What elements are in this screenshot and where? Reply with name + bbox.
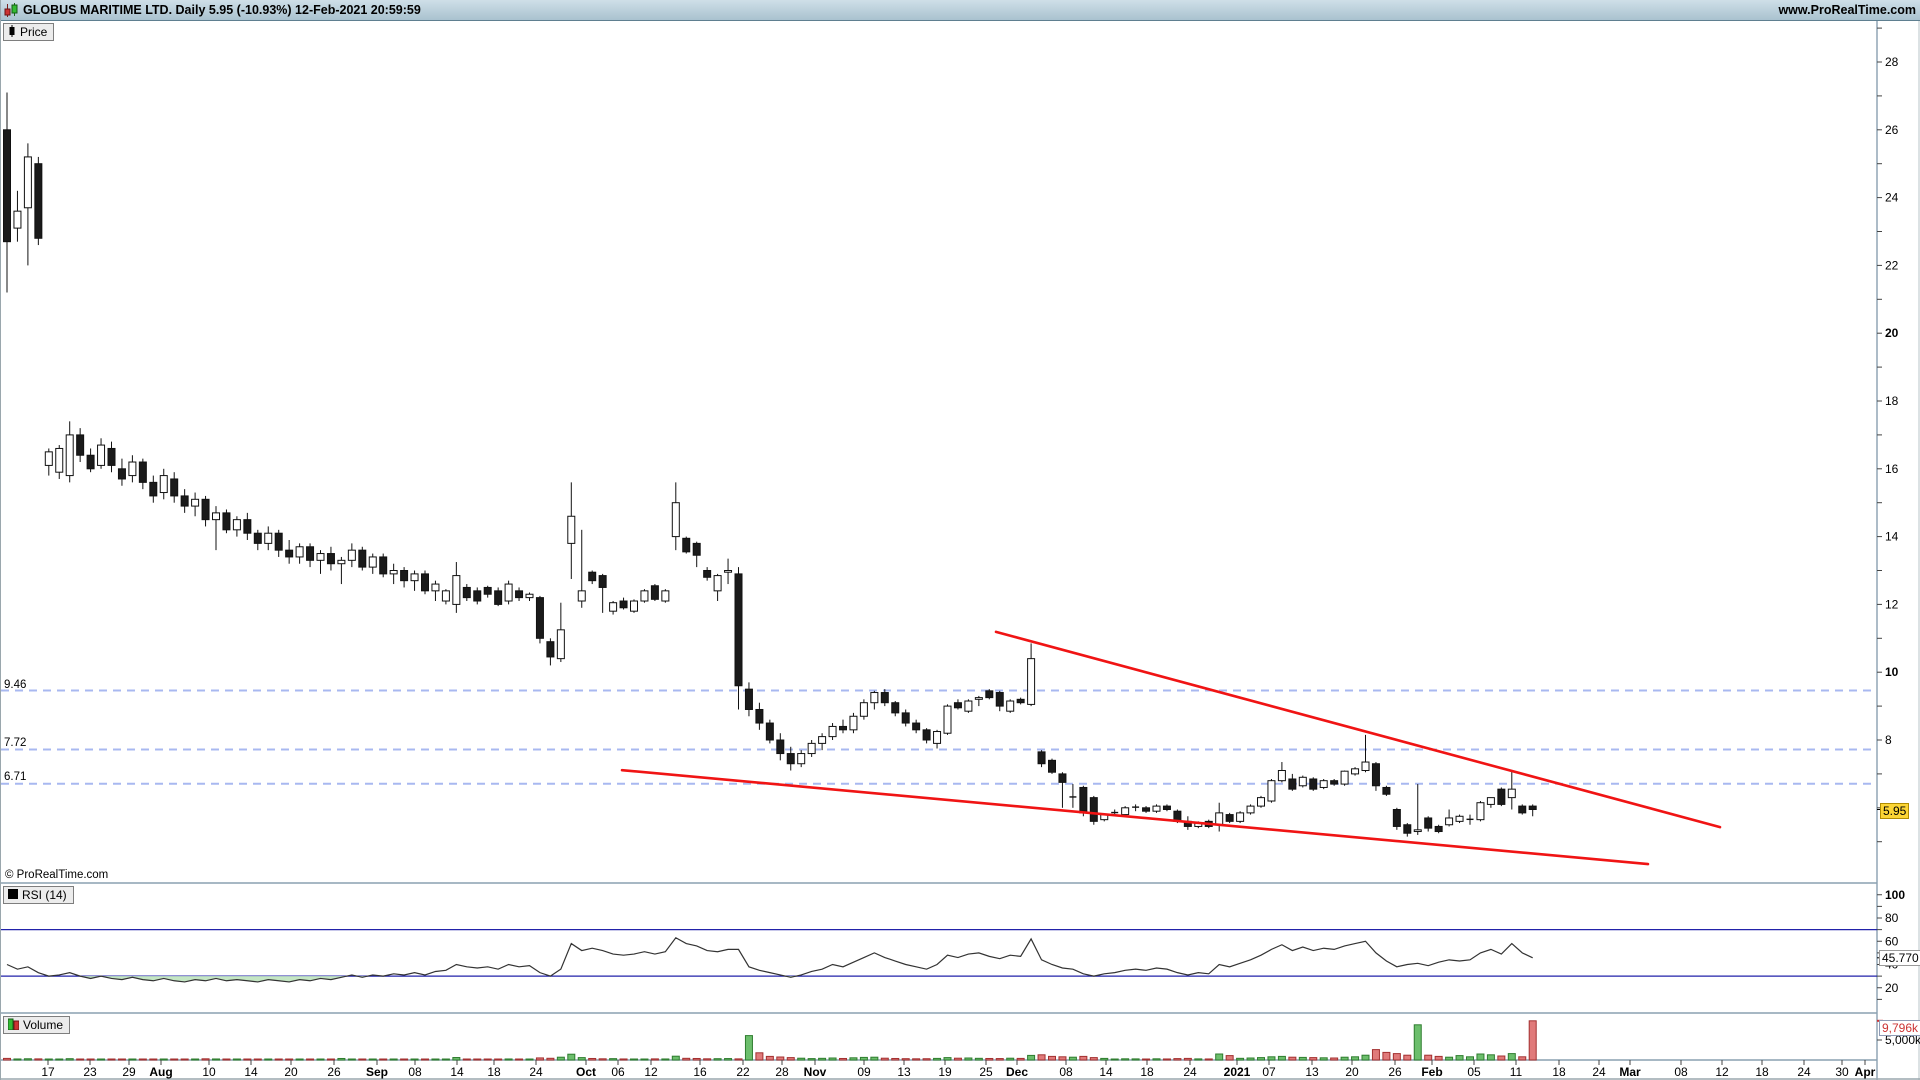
svg-text:20: 20 — [1885, 326, 1899, 340]
level-label-671: 6.71 — [4, 771, 27, 783]
svg-text:5,000k: 5,000k — [1885, 1033, 1920, 1047]
svg-text:10: 10 — [1885, 665, 1899, 679]
svg-text:26: 26 — [327, 1065, 341, 1079]
prorealtime-link[interactable]: www.ProRealTime.com — [1778, 3, 1916, 17]
svg-text:14: 14 — [450, 1065, 464, 1079]
svg-text:20: 20 — [1345, 1065, 1359, 1079]
rsi-value-box: 45.770 — [1879, 950, 1920, 966]
level-label-772: 7.72 — [4, 737, 27, 749]
svg-text:18: 18 — [1140, 1065, 1154, 1079]
svg-text:Sep: Sep — [366, 1065, 388, 1079]
svg-text:Dec: Dec — [1006, 1065, 1028, 1079]
svg-text:13: 13 — [1305, 1065, 1319, 1079]
svg-text:Nov: Nov — [804, 1065, 827, 1079]
last-price-box: 5.95 — [1880, 803, 1910, 819]
candlestick-icon — [4, 2, 19, 18]
svg-text:Mar: Mar — [1619, 1065, 1641, 1079]
svg-text:08: 08 — [1674, 1065, 1688, 1079]
svg-text:24: 24 — [1183, 1065, 1197, 1079]
tab-rsi[interactable]: RSI (14) — [3, 886, 74, 904]
svg-text:09: 09 — [857, 1065, 871, 1079]
svg-text:Apr: Apr — [1855, 1065, 1876, 1079]
level-label-946: 9.46 — [4, 679, 27, 691]
svg-text:10: 10 — [202, 1065, 216, 1079]
svg-text:24: 24 — [1885, 191, 1899, 205]
svg-text:08: 08 — [408, 1065, 422, 1079]
volume-value-box: 9,796k — [1879, 1020, 1920, 1036]
trendlines — [620, 630, 1722, 866]
svg-text:8: 8 — [1885, 733, 1892, 747]
svg-text:22: 22 — [736, 1065, 750, 1079]
svg-text:06: 06 — [611, 1065, 625, 1079]
svg-text:Aug: Aug — [149, 1065, 172, 1079]
svg-text:14: 14 — [244, 1065, 258, 1079]
price-axis: 28 26 24 22 20 18 16 14 12 10 8 — [1877, 27, 1899, 843]
svg-text:30: 30 — [1835, 1065, 1849, 1079]
svg-text:18: 18 — [1885, 394, 1899, 408]
svg-text:60: 60 — [1885, 934, 1899, 948]
svg-text:08: 08 — [1059, 1065, 1073, 1079]
svg-text:25: 25 — [979, 1065, 993, 1079]
volume-panel: 5,000k — [3, 1019, 1920, 1061]
svg-text:28: 28 — [775, 1065, 789, 1079]
svg-text:22: 22 — [1885, 258, 1899, 272]
tab-rsi-label: RSI (14) — [22, 888, 67, 902]
svg-text:05: 05 — [1467, 1065, 1481, 1079]
svg-text:20: 20 — [284, 1065, 298, 1079]
svg-text:18: 18 — [487, 1065, 501, 1079]
svg-text:18: 18 — [1552, 1065, 1566, 1079]
title-bar: GLOBUS MARITIME LTD. Daily 5.95 (-10.93%… — [1, 0, 1920, 21]
svg-text:19: 19 — [938, 1065, 952, 1079]
svg-text:14: 14 — [1099, 1065, 1113, 1079]
rsi-square-icon — [8, 888, 18, 902]
svg-text:16: 16 — [693, 1065, 707, 1079]
tab-price[interactable]: Price — [3, 23, 55, 41]
svg-text:29: 29 — [122, 1065, 136, 1079]
copyright-text: © ProRealTime.com — [5, 869, 109, 881]
dashed-levels — [1, 689, 1877, 785]
svg-text:23: 23 — [83, 1065, 97, 1079]
svg-text:Oct: Oct — [576, 1065, 596, 1079]
svg-text:24: 24 — [529, 1065, 543, 1079]
date-axis: 17 23 29 Aug 10 14 20 26 Sep 08 14 18 24 Oct 06 12 16 22 2… — [41, 1060, 1876, 1079]
svg-text:80: 80 — [1885, 911, 1899, 925]
svg-text:12: 12 — [1715, 1065, 1729, 1079]
svg-text:07: 07 — [1262, 1065, 1276, 1079]
svg-text:2021: 2021 — [1224, 1065, 1251, 1079]
svg-text:12: 12 — [1885, 597, 1899, 611]
svg-text:28: 28 — [1885, 55, 1899, 69]
tab-volume[interactable]: Volume — [3, 1016, 71, 1034]
svg-text:18: 18 — [1755, 1065, 1769, 1079]
svg-text:11: 11 — [1510, 1065, 1523, 1079]
svg-text:17: 17 — [41, 1065, 55, 1079]
svg-text:12: 12 — [644, 1065, 658, 1079]
rsi-panel: 10080604020 — [1, 888, 1905, 1000]
svg-text:Feb: Feb — [1421, 1065, 1442, 1079]
chart-title: GLOBUS MARITIME LTD. Daily 5.95 (-10.93%… — [23, 3, 421, 17]
svg-text:26: 26 — [1388, 1065, 1402, 1079]
svg-text:24: 24 — [1592, 1065, 1606, 1079]
svg-text:26: 26 — [1885, 123, 1899, 137]
volume-bars-icon — [7, 1018, 20, 1033]
svg-text:13: 13 — [897, 1065, 911, 1079]
svg-text:14: 14 — [1885, 530, 1899, 544]
tab-volume-label: Volume — [23, 1018, 64, 1032]
svg-text:20: 20 — [1885, 981, 1899, 995]
price-candle-icon — [8, 24, 16, 40]
svg-text:100: 100 — [1885, 888, 1905, 902]
svg-text:24: 24 — [1797, 1065, 1811, 1079]
tab-price-label: Price — [20, 25, 48, 39]
candles-layer — [3, 92, 1537, 837]
svg-text:16: 16 — [1885, 462, 1899, 476]
